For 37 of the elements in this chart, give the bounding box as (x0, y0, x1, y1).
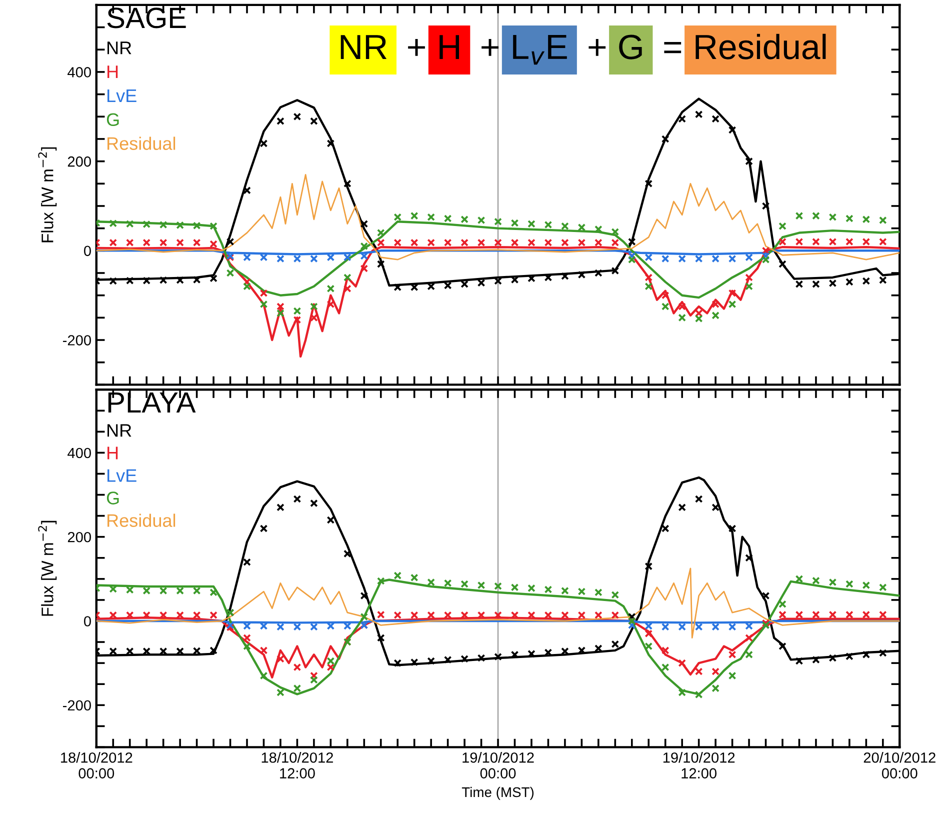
annotation: = (664, 42, 682, 54)
y-tick-label: -200 (62, 700, 91, 711)
text: Residual (108, 136, 176, 150)
x-tick-label: 19/10/2012 12:00 (663, 752, 735, 778)
annotation: + (408, 38, 425, 56)
y-tick-label: 200 (68, 532, 91, 542)
text: NR (108, 42, 132, 54)
y-tick-label: -200 (62, 335, 91, 346)
y-tick-label: 0 (84, 246, 91, 256)
y-tick-label: 400 (68, 448, 91, 458)
x-tick-label: 18/10/2012 12:00 (262, 752, 333, 778)
x-tick-label: 18/10/2012 00:00 (61, 752, 132, 778)
text: H (108, 446, 118, 460)
y-tick-label: 0 (84, 616, 91, 626)
text: LvE (108, 90, 136, 102)
y-tick-label: 400 (68, 67, 91, 78)
chart-title: PLAYA (108, 392, 196, 413)
chart-title: SAGE (107, 8, 186, 28)
annotation: NR (340, 35, 387, 59)
text: G (106, 113, 119, 126)
annotation: + (588, 38, 606, 56)
text: LvE (108, 469, 136, 482)
x-axis-title: Time (MST) (462, 786, 534, 800)
annotation: H (440, 35, 459, 59)
text: H (108, 66, 118, 78)
text: NR (108, 424, 132, 437)
annotation: L$_{v}$E (513, 35, 567, 65)
text: Residual (108, 514, 176, 527)
annotation: G (619, 34, 642, 60)
text: G (106, 492, 119, 504)
annotation: + (482, 38, 498, 56)
x-tick-label: 20/10/2012 00:00 (864, 752, 936, 778)
y-axis-title: Flux [W m$^{−2}$] (38, 520, 57, 616)
x-tick-label: 19/10/2012 00:00 (462, 752, 534, 778)
annotation: Residual (696, 34, 826, 60)
y-axis-title: Flux [W m$^{−2}$] (38, 147, 57, 242)
y-tick-label: 200 (68, 156, 91, 167)
